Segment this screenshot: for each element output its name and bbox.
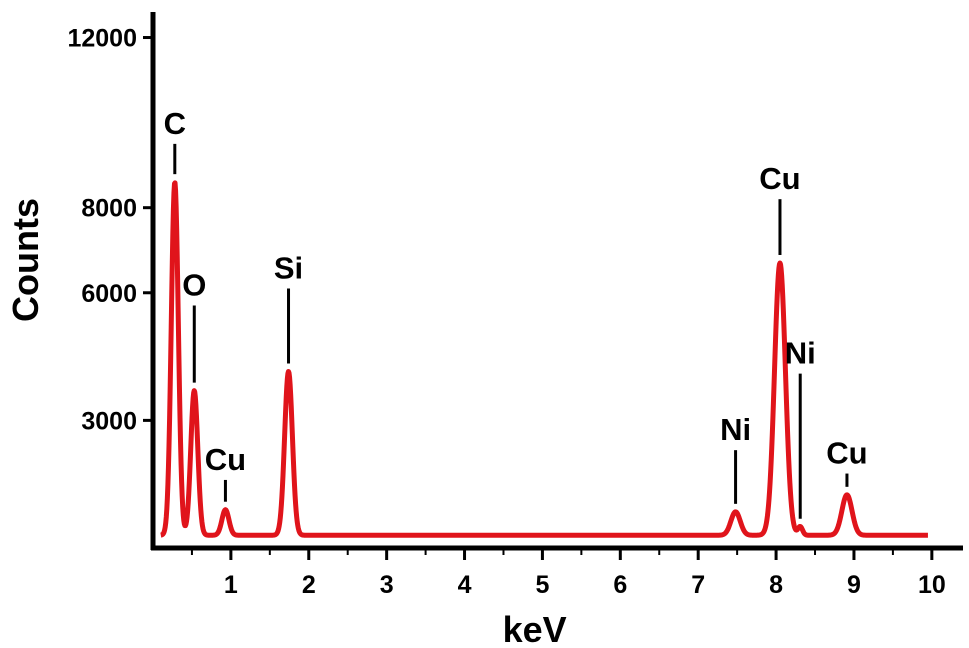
peak-label: Cu (205, 442, 246, 477)
x-tick-label: 6 (613, 571, 627, 599)
peak-label: Ni (785, 336, 816, 371)
ticks: 1 2 3 4 5 6 7 8 9 10 3000 6000 8000 12000 (67, 25, 945, 599)
peak-label: Cu (759, 161, 800, 196)
x-tick-label: 3 (380, 571, 394, 599)
y-axis-title: Counts (5, 198, 46, 322)
x-axis-title: keV (503, 609, 567, 648)
axes (150, 12, 963, 551)
x-tick-label: 7 (691, 571, 705, 599)
x-tick-label: 5 (535, 571, 549, 599)
peak-label: C (164, 106, 186, 141)
series-layer (158, 180, 930, 538)
y-tick-label: 8000 (81, 195, 137, 223)
x-tick-label: 9 (847, 571, 861, 599)
x-tick-label: 4 (458, 571, 472, 599)
peak-annotations: C O Cu Si Ni Cu Ni Cu (164, 106, 868, 519)
x-tick-label: 8 (769, 571, 783, 599)
x-tick-label: 2 (302, 571, 316, 599)
peak-label: Cu (826, 436, 867, 471)
y-tick-label: 3000 (81, 407, 137, 435)
peak-label: O (182, 268, 206, 303)
x-tick-label: 10 (918, 571, 946, 599)
spectrum-line (158, 180, 930, 538)
peak-label: Ni (720, 412, 751, 447)
x-tick-label: 1 (224, 571, 238, 599)
peak-label: Si (274, 251, 303, 286)
y-tick-label: 6000 (81, 280, 137, 308)
y-tick-label: 12000 (67, 25, 137, 53)
